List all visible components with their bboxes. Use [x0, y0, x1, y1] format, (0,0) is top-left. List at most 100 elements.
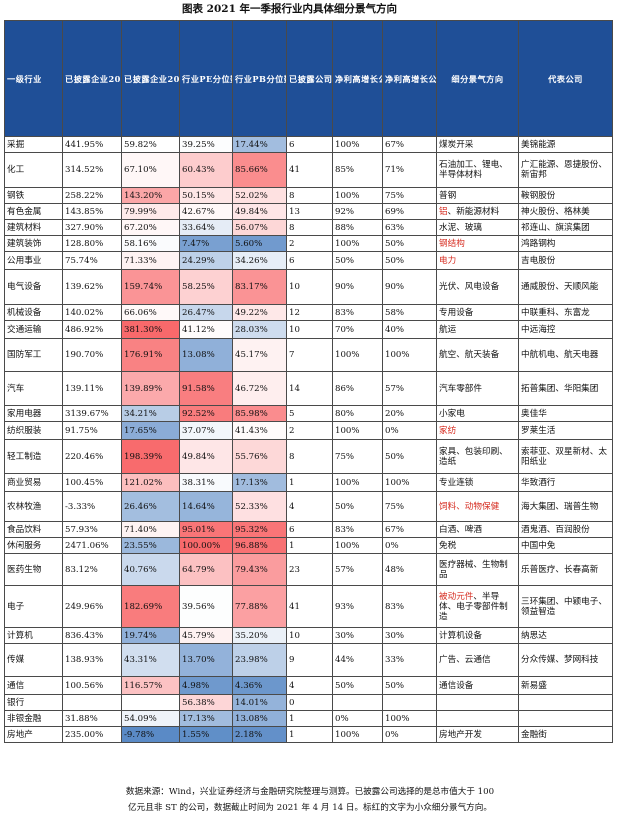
pb-percentile-cell: 5.60% [232, 235, 287, 252]
pe-percentile-cell: 95.01% [179, 521, 233, 538]
pb-percentile-cell: 79.43% [232, 553, 287, 586]
industry-cell: 建筑材料 [4, 219, 63, 236]
growth-2019-cell: 43.31% [121, 643, 180, 677]
direction-cell: 钢结构 [436, 235, 519, 252]
pe-percentile-cell: 7.47% [179, 235, 233, 252]
direction-cell: 计算机设备 [436, 627, 519, 644]
ratio-2019-cell: 50% [382, 251, 437, 270]
growth-2020-cell: 441.95% [62, 136, 122, 153]
growth-2019-cell: 26.46% [121, 491, 180, 522]
ratio-2020-cell: 90% [332, 269, 383, 305]
niche-direction-highlight: 饲料、动物保健 [439, 501, 500, 512]
company-count-cell: 13 [286, 203, 333, 220]
pe-percentile-cell: 64.79% [179, 553, 233, 586]
ratio-2019-cell: 57% [382, 371, 437, 406]
direction-cell: 光伏、风电设备 [436, 269, 519, 305]
ratio-2019-cell: 50% [382, 235, 437, 252]
growth-2019-cell: 40.76% [121, 553, 180, 586]
industry-cell: 休闲服务 [4, 537, 63, 554]
figure-title: 图表 2021 年一季报行业内具体细分景气方向 [182, 3, 398, 15]
ratio-2020-cell: 83% [332, 521, 383, 538]
pb-percentile-cell: 52.02% [232, 187, 287, 204]
company-count-cell: 41 [286, 585, 333, 628]
company-count-cell: 2 [286, 235, 333, 252]
growth-2020-cell: 139.11% [62, 371, 122, 406]
company-cell: 索菲亚、双星新材、太阳纸业 [518, 439, 613, 474]
ratio-2019-cell: 48% [382, 553, 437, 586]
direction-cell: 小家电 [436, 405, 519, 422]
industry-cell: 非银金融 [4, 710, 63, 727]
industry-cell: 化工 [4, 152, 63, 188]
pe-percentile-cell: 14.64% [179, 491, 233, 522]
table-row: 食品饮料 57.93% 71.40% 95.01% 95.32% 6 83% 67% 白酒、啤酒… [4, 521, 613, 538]
ratio-2019-cell: 83% [382, 585, 437, 628]
header-industry: 一级行业 [4, 20, 63, 137]
industry-cell: 食品饮料 [4, 521, 63, 538]
pb-percentile-cell: 49.84% [232, 203, 287, 220]
growth-2019-cell: 79.99% [121, 203, 180, 220]
pe-percentile-cell: 4.98% [179, 676, 233, 695]
table-row: 非银金融 31.88% 54.09% 17.13% 13.08% 1 0% 100% [4, 710, 613, 727]
direction-cell [436, 710, 519, 727]
growth-2019-cell: 54.09% [121, 710, 180, 727]
industry-cell: 房地产 [4, 726, 63, 743]
company-cell: 海大集团、瑞普生物 [518, 491, 613, 522]
growth-2020-cell: 3139.67% [62, 405, 122, 422]
industry-cell: 医药生物 [4, 553, 63, 586]
ratio-2020-cell: 100% [332, 537, 383, 554]
company-count-cell: 7 [286, 338, 333, 372]
ratio-2020-cell: 85% [332, 152, 383, 188]
company-cell: 通威股份、天顺风能 [518, 269, 613, 305]
company-count-cell: 10 [286, 269, 333, 305]
ratio-2019-cell: 90% [382, 269, 437, 305]
ratio-2019-cell: 71% [382, 152, 437, 188]
table-row: 电气设备 139.62% 159.74% 58.25% 83.17% 10 90% 90% 光伏… [4, 269, 613, 305]
ratio-2020-cell: 70% [332, 320, 383, 339]
industry-cell: 机械设备 [4, 304, 63, 321]
company-cell: 神火股份、格林美 [518, 203, 613, 220]
growth-2020-cell: 235.00% [62, 726, 122, 743]
pe-percentile-cell: 49.84% [179, 439, 233, 474]
growth-2019-cell: 116.57% [121, 676, 180, 695]
industry-cell: 公用事业 [4, 251, 63, 270]
table-row: 传媒 138.93% 43.31% 13.70% 23.98% 9 44% 33% 广告、云通信… [4, 643, 613, 677]
growth-2020-cell: 138.93% [62, 643, 122, 677]
growth-2020-cell: 57.93% [62, 521, 122, 538]
company-count-cell: 10 [286, 627, 333, 644]
company-count-cell: 12 [286, 304, 333, 321]
company-count-cell: 8 [286, 439, 333, 474]
company-count-cell: 1 [286, 537, 333, 554]
direction-cell: 水泥、玻璃 [436, 219, 519, 236]
pb-percentile-cell: 56.07% [232, 219, 287, 236]
ratio-2019-cell: 0% [382, 726, 437, 743]
direction-cell: 铝、新能源材料 [436, 203, 519, 220]
ratio-2020-cell: 75% [332, 439, 383, 474]
growth-2020-cell: 249.96% [62, 585, 122, 628]
pe-percentile-cell: 41.12% [179, 320, 233, 339]
industry-cell: 交通运输 [4, 320, 63, 339]
ratio-2020-cell: 50% [332, 251, 383, 270]
table-row: 农林牧渔 -3.33% 26.46% 14.64% 52.33% 4 50% 75% 饲料、动物… [4, 491, 613, 522]
table-row: 家用电器 3139.67% 34.21% 92.52% 85.98% 5 80% 20% 小家电… [4, 405, 613, 422]
ratio-2020-cell: 92% [332, 203, 383, 220]
pb-percentile-cell: 23.98% [232, 643, 287, 677]
pb-percentile-cell: 52.33% [232, 491, 287, 522]
pe-percentile-cell: 13.08% [179, 338, 233, 372]
growth-2020-cell: 314.52% [62, 152, 122, 188]
company-cell: 中远海控 [518, 320, 613, 339]
industry-cell: 纺织服装 [4, 421, 63, 440]
growth-2020-cell: 128.80% [62, 235, 122, 252]
pb-percentile-cell: 49.22% [232, 304, 287, 321]
ratio-2019-cell: 100% [382, 710, 437, 727]
ratio-2020-cell: 100% [332, 338, 383, 372]
company-cell: 三环集团、中颖电子、领益智造 [518, 585, 613, 628]
ratio-2020-cell: 50% [332, 676, 383, 695]
table-row: 轻工制造 220.46% 198.39% 49.84% 55.76% 8 75% 50% 家具、… [4, 439, 613, 474]
ratio-2019-cell: 58% [382, 304, 437, 321]
company-cell: 分众传媒、梦网科技 [518, 643, 613, 677]
growth-2019-cell: 66.06% [121, 304, 180, 321]
growth-2019-cell: 71.40% [121, 521, 180, 538]
ratio-2019-cell: 0% [382, 421, 437, 440]
growth-2019-cell: 59.82% [121, 136, 180, 153]
direction-cell: 航运 [436, 320, 519, 339]
